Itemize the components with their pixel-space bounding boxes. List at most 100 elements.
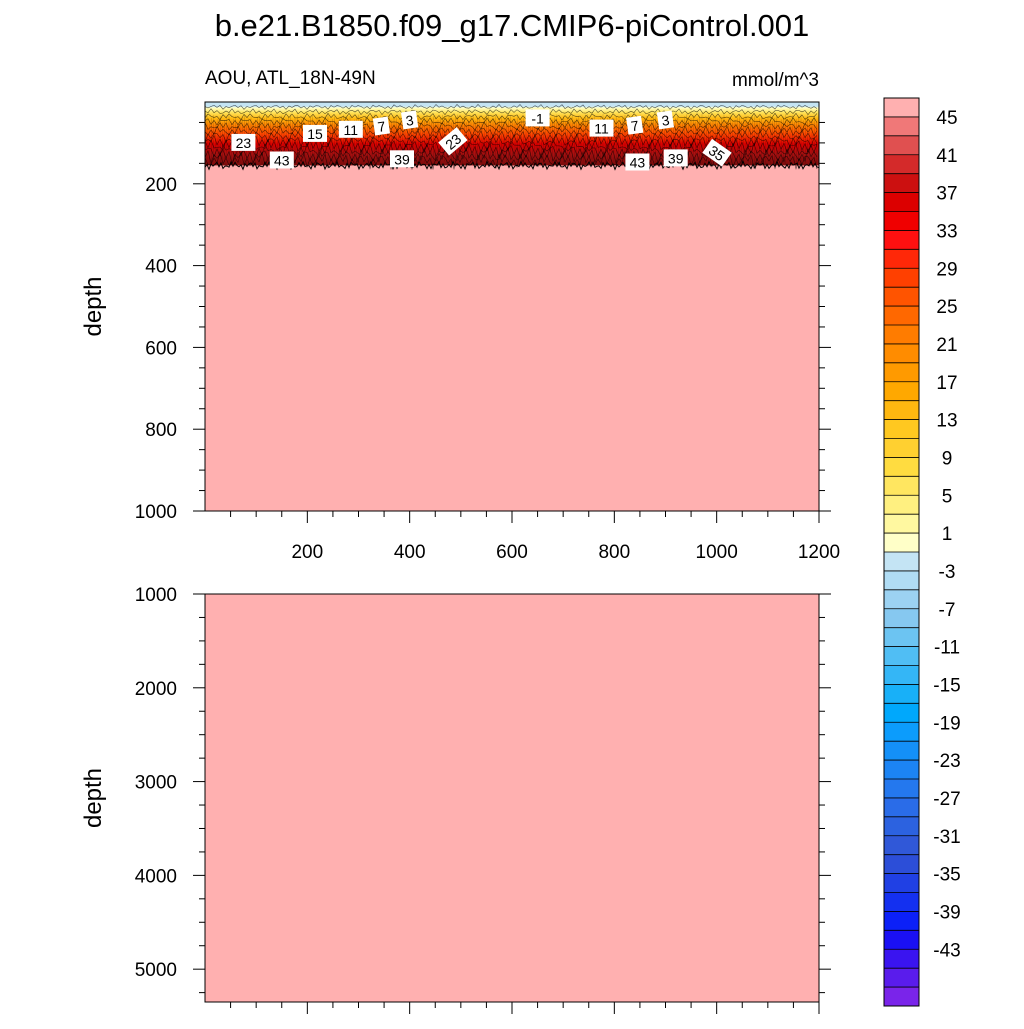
- colorbar-swatch: [884, 722, 919, 742]
- contour-label-text: 43: [630, 155, 646, 171]
- contour-label: 11: [589, 119, 614, 137]
- y-tick-label: 3000: [135, 773, 177, 794]
- contour-label: 39: [663, 149, 688, 167]
- colorbar-swatch: [884, 816, 919, 837]
- colorbar-swatch: [884, 135, 919, 156]
- colorbar-swatch: [884, 760, 919, 780]
- colorbar-swatch: [884, 854, 919, 874]
- colorbar-label: 1: [942, 524, 953, 545]
- contour-label-box: [625, 153, 650, 171]
- contour-label-text: 15: [307, 126, 323, 142]
- colorbar-swatch: [884, 173, 919, 193]
- colorbar-swatch: [884, 116, 919, 137]
- units-label: mmol/m^3: [732, 70, 819, 91]
- contour-label-box: [589, 119, 614, 137]
- contour-label: 7: [372, 116, 391, 136]
- contour-label-text: 39: [394, 151, 410, 167]
- y-tick-label: 600: [145, 338, 177, 359]
- contour-label: 43: [625, 153, 650, 171]
- colorbar-swatch: [884, 400, 919, 420]
- colorbar-swatch: [884, 589, 919, 610]
- colorbar-swatch: [884, 533, 919, 553]
- y-tick-label: 1000: [135, 502, 177, 523]
- contour-label-box: [438, 127, 468, 156]
- y-tick-label: 5000: [135, 960, 177, 981]
- contour-label: 7: [626, 115, 644, 135]
- colorbar-swatch: [884, 608, 919, 628]
- colorbar-label: 33: [936, 221, 957, 242]
- colorbar-swatch: [884, 741, 919, 761]
- colorbar-swatch: [884, 230, 919, 250]
- colorbar-swatch: [884, 665, 919, 685]
- x-tick-label: 800: [598, 542, 630, 563]
- colorbar-swatch: [884, 192, 919, 212]
- lower-panel-fill: [204, 593, 820, 1003]
- colorbar-swatch: [884, 98, 919, 118]
- contour-label-box: [663, 149, 688, 167]
- colorbar-label: 37: [936, 184, 957, 205]
- colorbar-swatch: [884, 987, 919, 1007]
- colorbar-swatch: [884, 930, 919, 950]
- colorbar-label: -23: [933, 751, 960, 772]
- contour-label-box: [525, 109, 550, 127]
- contour-label: 15: [303, 124, 327, 142]
- colorbar-label: -43: [933, 940, 960, 961]
- colorbar-label: -3: [939, 562, 956, 583]
- contour-label: 23: [231, 133, 256, 151]
- colorbar-swatch: [884, 211, 919, 231]
- contour-label-box: [303, 124, 327, 142]
- contour-label-box: [338, 120, 363, 138]
- colorbar-swatch: [884, 570, 919, 591]
- contour-label: -1: [525, 109, 550, 127]
- colorbar-swatch: [884, 514, 919, 534]
- colorbar-label: 21: [936, 335, 957, 356]
- colorbar-swatch: [884, 892, 919, 912]
- colorbar-label: 45: [936, 108, 957, 129]
- colorbar-label: 41: [936, 146, 957, 167]
- x-tick-label: 400: [394, 542, 426, 563]
- colorbar-swatch: [884, 873, 919, 893]
- contour-line: [205, 108, 818, 116]
- colorbar-label: -11: [934, 638, 960, 659]
- colorbar-swatch: [884, 797, 919, 818]
- contour-label-text: 43: [274, 153, 290, 169]
- contour-label-text: 7: [377, 118, 387, 135]
- colorbar-label: -35: [933, 865, 960, 886]
- lower-x-axis: [230, 1002, 820, 1014]
- contour-line: [205, 112, 818, 121]
- contour-label-text: -1: [531, 110, 544, 126]
- upper-y-axis-title: depth: [80, 276, 107, 336]
- lower-depth-panel: 1000 2000 3000 4000 5000 depth: [80, 585, 831, 1014]
- contour-line: [205, 117, 818, 126]
- x-tick-label: 1000: [696, 542, 738, 563]
- colorbar-label: 17: [936, 373, 957, 394]
- colorbar-swatch: [884, 911, 919, 931]
- contour-label-text: 39: [668, 150, 684, 166]
- colorbar-swatch: [884, 343, 919, 364]
- colorbar-swatch: [884, 325, 919, 345]
- colorbar-label: -39: [933, 902, 960, 923]
- contour-bottom-edge: [205, 160, 819, 171]
- x-tick-label: 200: [291, 542, 323, 563]
- upper-panel-fill: [205, 102, 819, 511]
- contour-label: 39: [390, 150, 414, 168]
- colorbar-swatch: [884, 835, 919, 855]
- colorbar-swatch: [884, 362, 919, 383]
- colorbar-swatch: [884, 287, 919, 307]
- colorbar-swatch: [884, 381, 919, 401]
- panel-left-label: AOU, ATL_18N-49N: [205, 68, 376, 89]
- contour-label: 11: [338, 120, 363, 138]
- colorbar-label: -19: [933, 713, 960, 734]
- colorbar-label: 29: [936, 259, 957, 280]
- lower-y-axis-title: depth: [80, 768, 107, 828]
- colorbar-swatch: [884, 703, 919, 723]
- colorbar-swatch: [884, 268, 919, 288]
- contour-label-box: [656, 110, 675, 130]
- colorbar: 45 41 37 33 29 25 21 17 13 9 5 1 -3 -7 -11 -15 -19 -23 -27…: [883, 97, 961, 1007]
- colorbar-swatch: [884, 646, 919, 666]
- colorbar-swatch: [884, 968, 919, 988]
- y-tick-label: 4000: [135, 866, 177, 887]
- colorbar-label: -15: [933, 675, 960, 696]
- figure-title: b.e21.B1850.f09_g17.CMIP6-piControl.001: [215, 8, 810, 43]
- contour-label-text: 3: [405, 112, 415, 129]
